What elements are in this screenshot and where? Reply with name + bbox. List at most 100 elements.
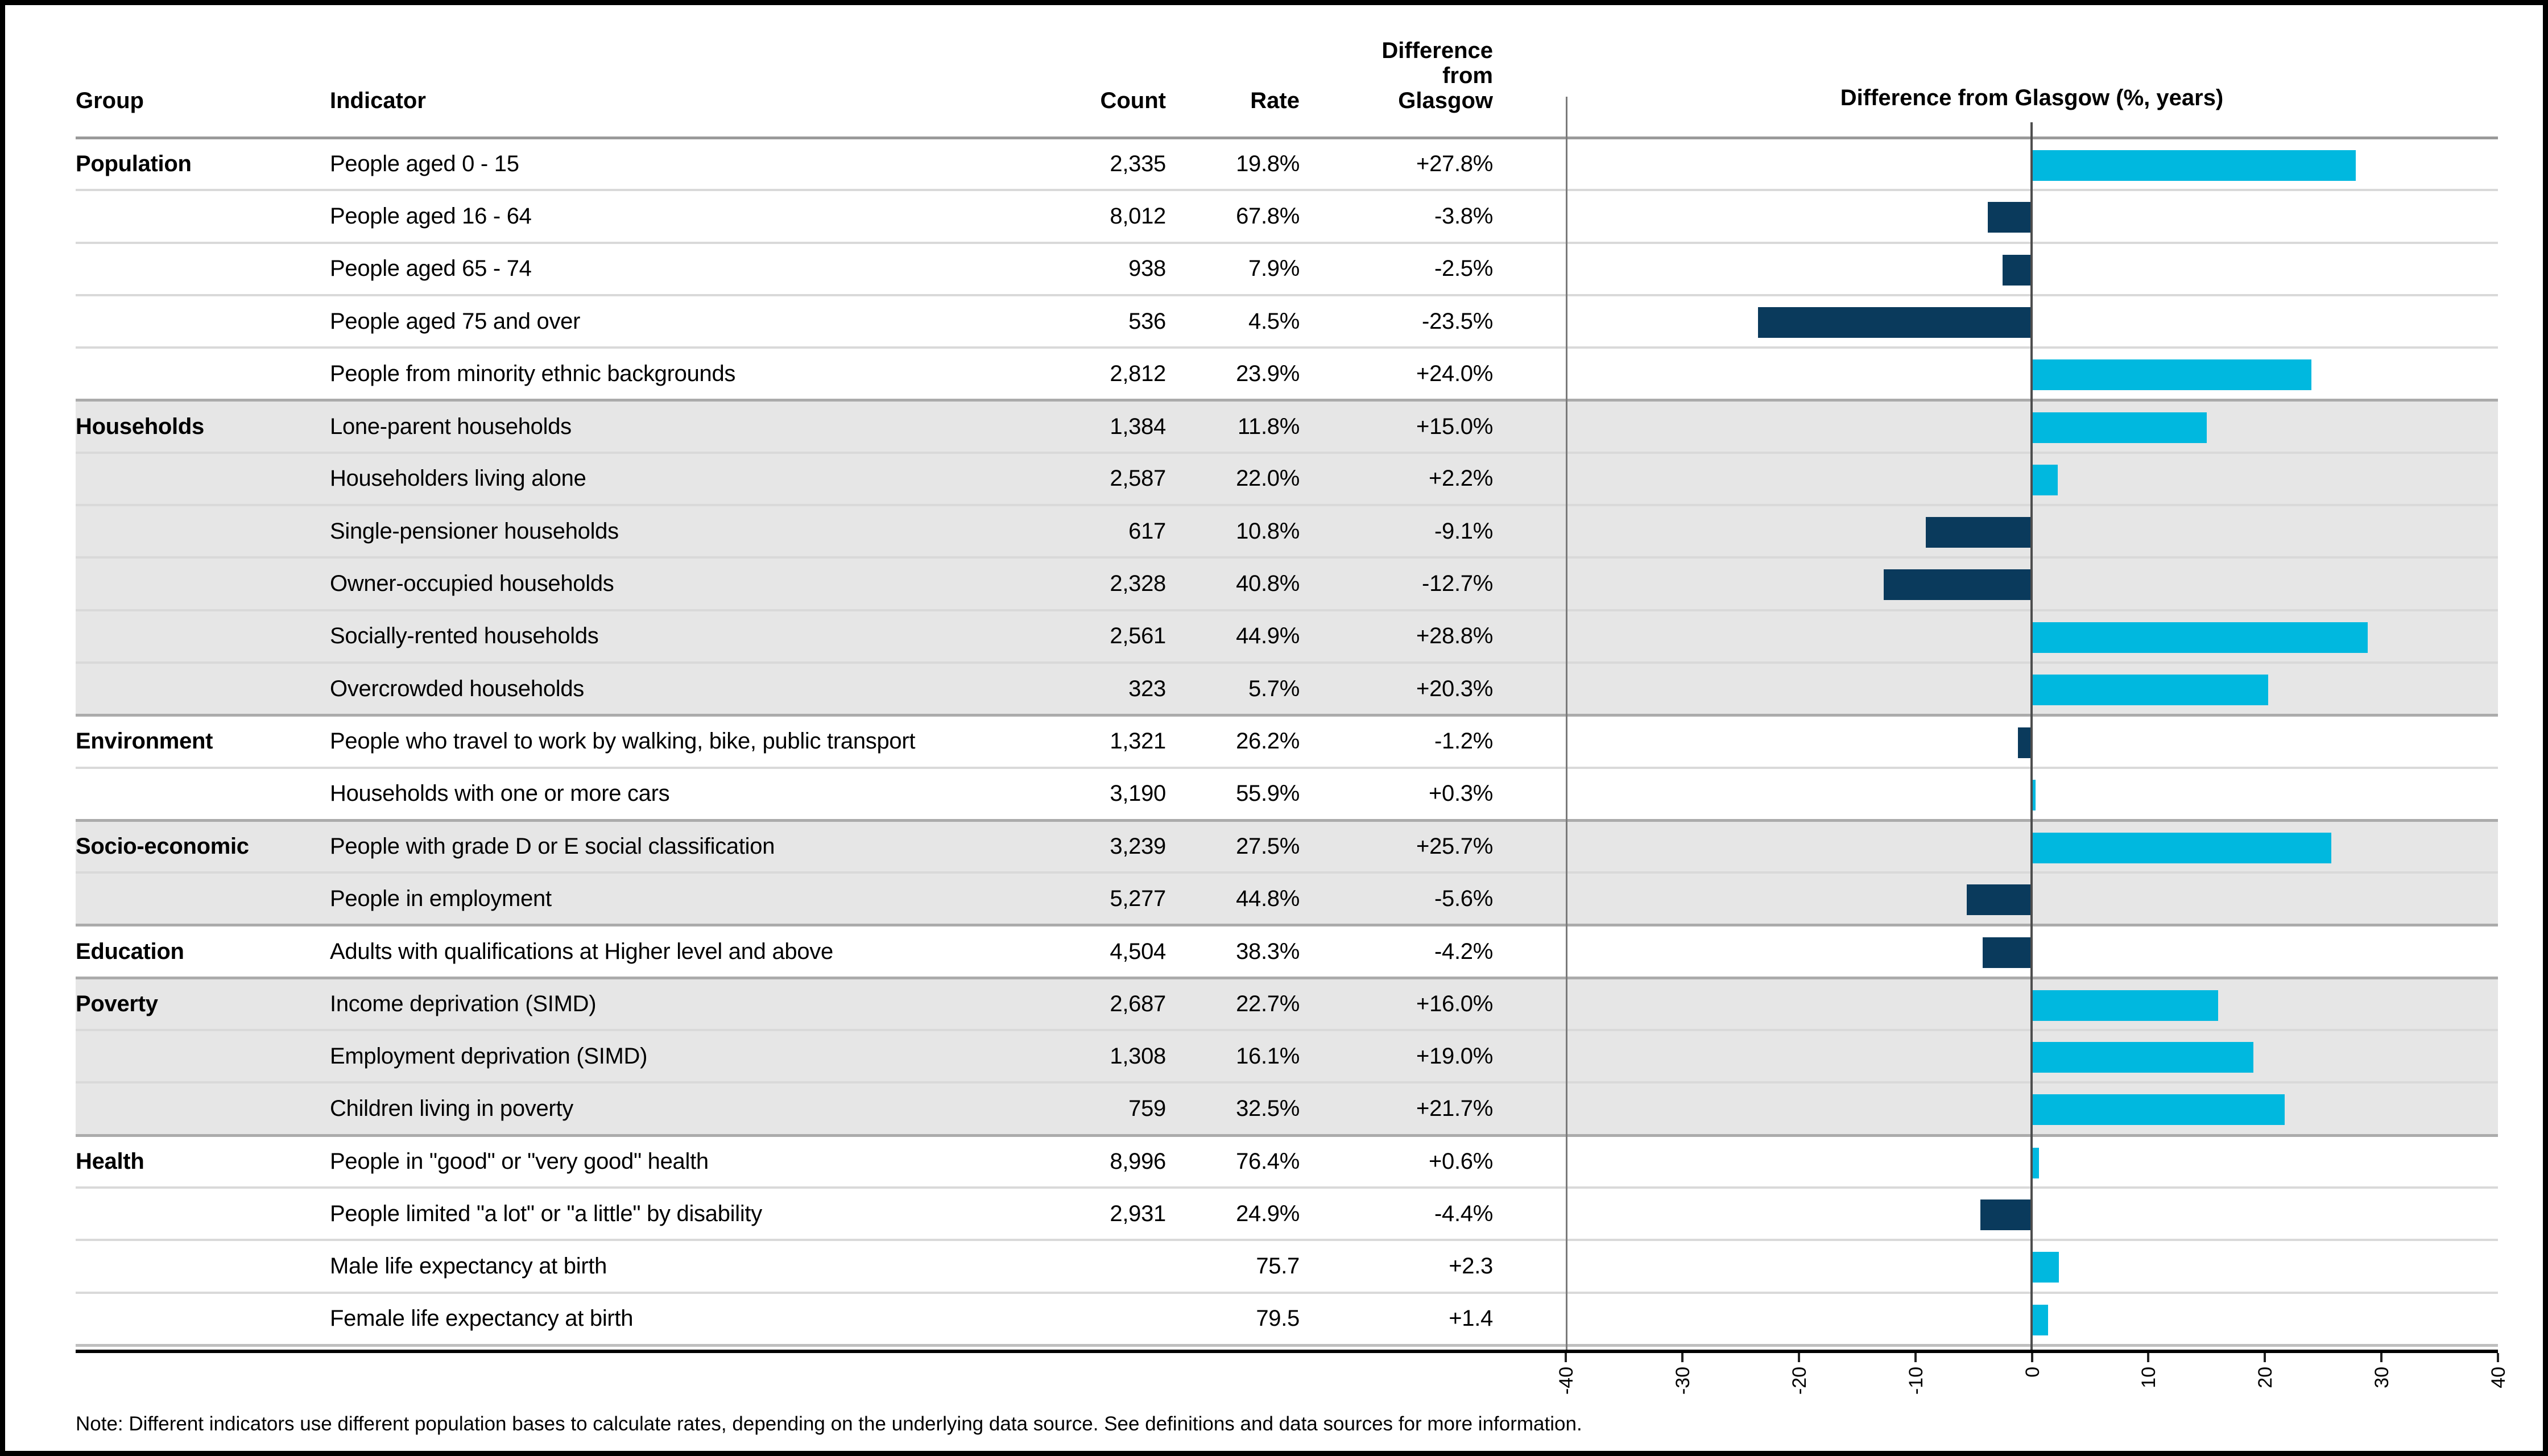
indicator-cell: People in "good" or "very good" health <box>330 1148 709 1174</box>
difference-bar <box>1926 517 2032 548</box>
table-row: Socio-economic People with grade D or E … <box>76 818 2498 872</box>
count-cell: 617 <box>1128 518 1166 544</box>
table-row: People aged 65 - 74 938 7.9% -2.5% <box>76 241 2498 294</box>
axis-tick-label: 30 <box>2371 1367 2393 1388</box>
difference-cell: +24.0% <box>1416 361 1493 386</box>
rate-cell: 22.7% <box>1236 991 1300 1016</box>
table-row: Single-pensioner households 617 10.8% -9… <box>76 504 2498 557</box>
axis-tick <box>2147 1353 2150 1362</box>
rate-cell: 55.9% <box>1236 781 1300 806</box>
difference-cell: -1.2% <box>1434 729 1493 754</box>
rate-cell: 44.8% <box>1236 886 1300 911</box>
rate-cell: 19.8% <box>1236 151 1300 177</box>
difference-cell: +16.0% <box>1416 991 1493 1016</box>
group-cell: Population <box>76 151 192 177</box>
indicator-cell: People who travel to work by walking, bi… <box>330 729 916 754</box>
table-row: People in employment 5,277 44.8% -5.6% <box>76 871 2498 924</box>
rate-cell: 4.5% <box>1248 308 1300 334</box>
axis-tick <box>1914 1353 1917 1362</box>
count-cell: 323 <box>1128 676 1166 701</box>
count-cell: 2,587 <box>1110 466 1166 491</box>
difference-cell: -3.8% <box>1434 203 1493 229</box>
group-cell: Poverty <box>76 991 158 1016</box>
difference-cell: +2.2% <box>1428 466 1493 491</box>
difference-bar <box>2032 779 2036 810</box>
rate-cell: 5.7% <box>1248 676 1300 701</box>
rate-cell: 23.9% <box>1236 361 1300 386</box>
difference-bar <box>1987 202 2032 233</box>
table-row: Poverty Income deprivation (SIMD) 2,687 … <box>76 976 2498 1029</box>
table-row: Owner-occupied households 2,328 40.8% -1… <box>76 556 2498 609</box>
difference-bar <box>2032 622 2368 653</box>
rate-cell: 7.9% <box>1248 256 1300 282</box>
table-row: People limited "a lot" or "a little" by … <box>76 1186 2498 1239</box>
indicator-cell: Children living in poverty <box>330 1095 573 1121</box>
indicator-cell: People limited "a lot" or "a little" by … <box>330 1201 762 1226</box>
indicator-table: Population People aged 0 - 15 2,335 19.8… <box>76 136 2498 1347</box>
count-cell: 8,996 <box>1110 1148 1166 1174</box>
rate-cell: 79.5 <box>1256 1306 1300 1331</box>
column-header-rate: Rate <box>1250 88 1300 113</box>
difference-cell: -23.5% <box>1422 308 1493 334</box>
count-cell: 759 <box>1128 1095 1166 1121</box>
difference-cell: +0.6% <box>1428 1148 1493 1174</box>
table-row: People aged 75 and over 536 4.5% -23.5% <box>76 293 2498 346</box>
table-row: Population People aged 0 - 15 2,335 19.8… <box>76 136 2498 189</box>
axis-tick-label: -20 <box>1788 1367 1810 1395</box>
table-row: Health People in "good" or "very good" h… <box>76 1134 2498 1186</box>
rate-cell: 11.8% <box>1238 413 1300 439</box>
table-row: Households with one or more cars 3,190 5… <box>76 766 2498 819</box>
indicator-cell: Employment deprivation (SIMD) <box>330 1043 648 1069</box>
difference-bar <box>2032 1252 2059 1283</box>
indicator-cell: Socially-rented households <box>330 623 599 649</box>
difference-cell: -2.5% <box>1434 256 1493 282</box>
difference-bar <box>1966 884 2032 916</box>
rate-cell: 44.9% <box>1236 623 1300 649</box>
difference-bar <box>2032 674 2269 705</box>
difference-bar <box>2032 150 2356 181</box>
indicator-cell: Overcrowded households <box>330 676 584 701</box>
indicator-cell: Households with one or more cars <box>330 781 670 806</box>
group-cell: Health <box>76 1148 144 1174</box>
difference-bar <box>2003 254 2032 286</box>
table-row: Employment deprivation (SIMD) 1,308 16.1… <box>76 1029 2498 1082</box>
group-cell: Environment <box>76 729 213 754</box>
count-cell: 8,012 <box>1110 203 1166 229</box>
difference-cell: -4.4% <box>1434 1201 1493 1226</box>
column-header-group: Group <box>76 88 144 113</box>
table-row: People from minority ethnic backgrounds … <box>76 346 2498 399</box>
difference-cell: -9.1% <box>1434 518 1493 544</box>
axis-tick <box>1565 1353 1567 1362</box>
chart-title: Difference from Glasgow (%, years) <box>1840 85 2224 110</box>
difference-cell: -4.2% <box>1434 938 1493 964</box>
axis-tick-label: -10 <box>1905 1367 1927 1395</box>
indicator-cell: Householders living alone <box>330 466 586 491</box>
difference-cell: +21.7% <box>1416 1095 1493 1121</box>
indicator-cell: Owner-occupied households <box>330 571 614 597</box>
indicator-cell: People aged 65 - 74 <box>330 256 532 282</box>
difference-bar <box>2017 727 2032 759</box>
rate-cell: 26.2% <box>1236 729 1300 754</box>
x-axis-line <box>76 1350 2498 1353</box>
rate-cell: 67.8% <box>1236 203 1300 229</box>
rate-cell: 27.5% <box>1236 834 1300 859</box>
difference-bar <box>2032 1094 2285 1126</box>
group-cell: Socio-economic <box>76 834 249 859</box>
difference-bar <box>2032 1147 2039 1178</box>
indicator-cell: People from minority ethnic backgrounds <box>330 361 736 386</box>
indicator-cell: Female life expectancy at birth <box>330 1306 634 1331</box>
count-cell: 1,384 <box>1110 413 1166 439</box>
difference-cell: +19.0% <box>1416 1043 1493 1069</box>
difference-cell: +2.3 <box>1449 1253 1493 1279</box>
axis-tick-label: 20 <box>2255 1367 2277 1388</box>
count-cell: 2,328 <box>1110 571 1166 597</box>
table-row: Education Adults with qualifications at … <box>76 924 2498 976</box>
rate-cell: 76.4% <box>1236 1148 1300 1174</box>
axis-tick <box>2030 1353 2033 1362</box>
axis-tick <box>1797 1353 1800 1362</box>
difference-bar <box>2032 412 2207 444</box>
table-row: Householders living alone 2,587 22.0% +2… <box>76 451 2498 504</box>
count-cell: 4,504 <box>1110 938 1166 964</box>
difference-cell: +28.8% <box>1416 623 1493 649</box>
indicator-cell: Income deprivation (SIMD) <box>330 991 597 1016</box>
